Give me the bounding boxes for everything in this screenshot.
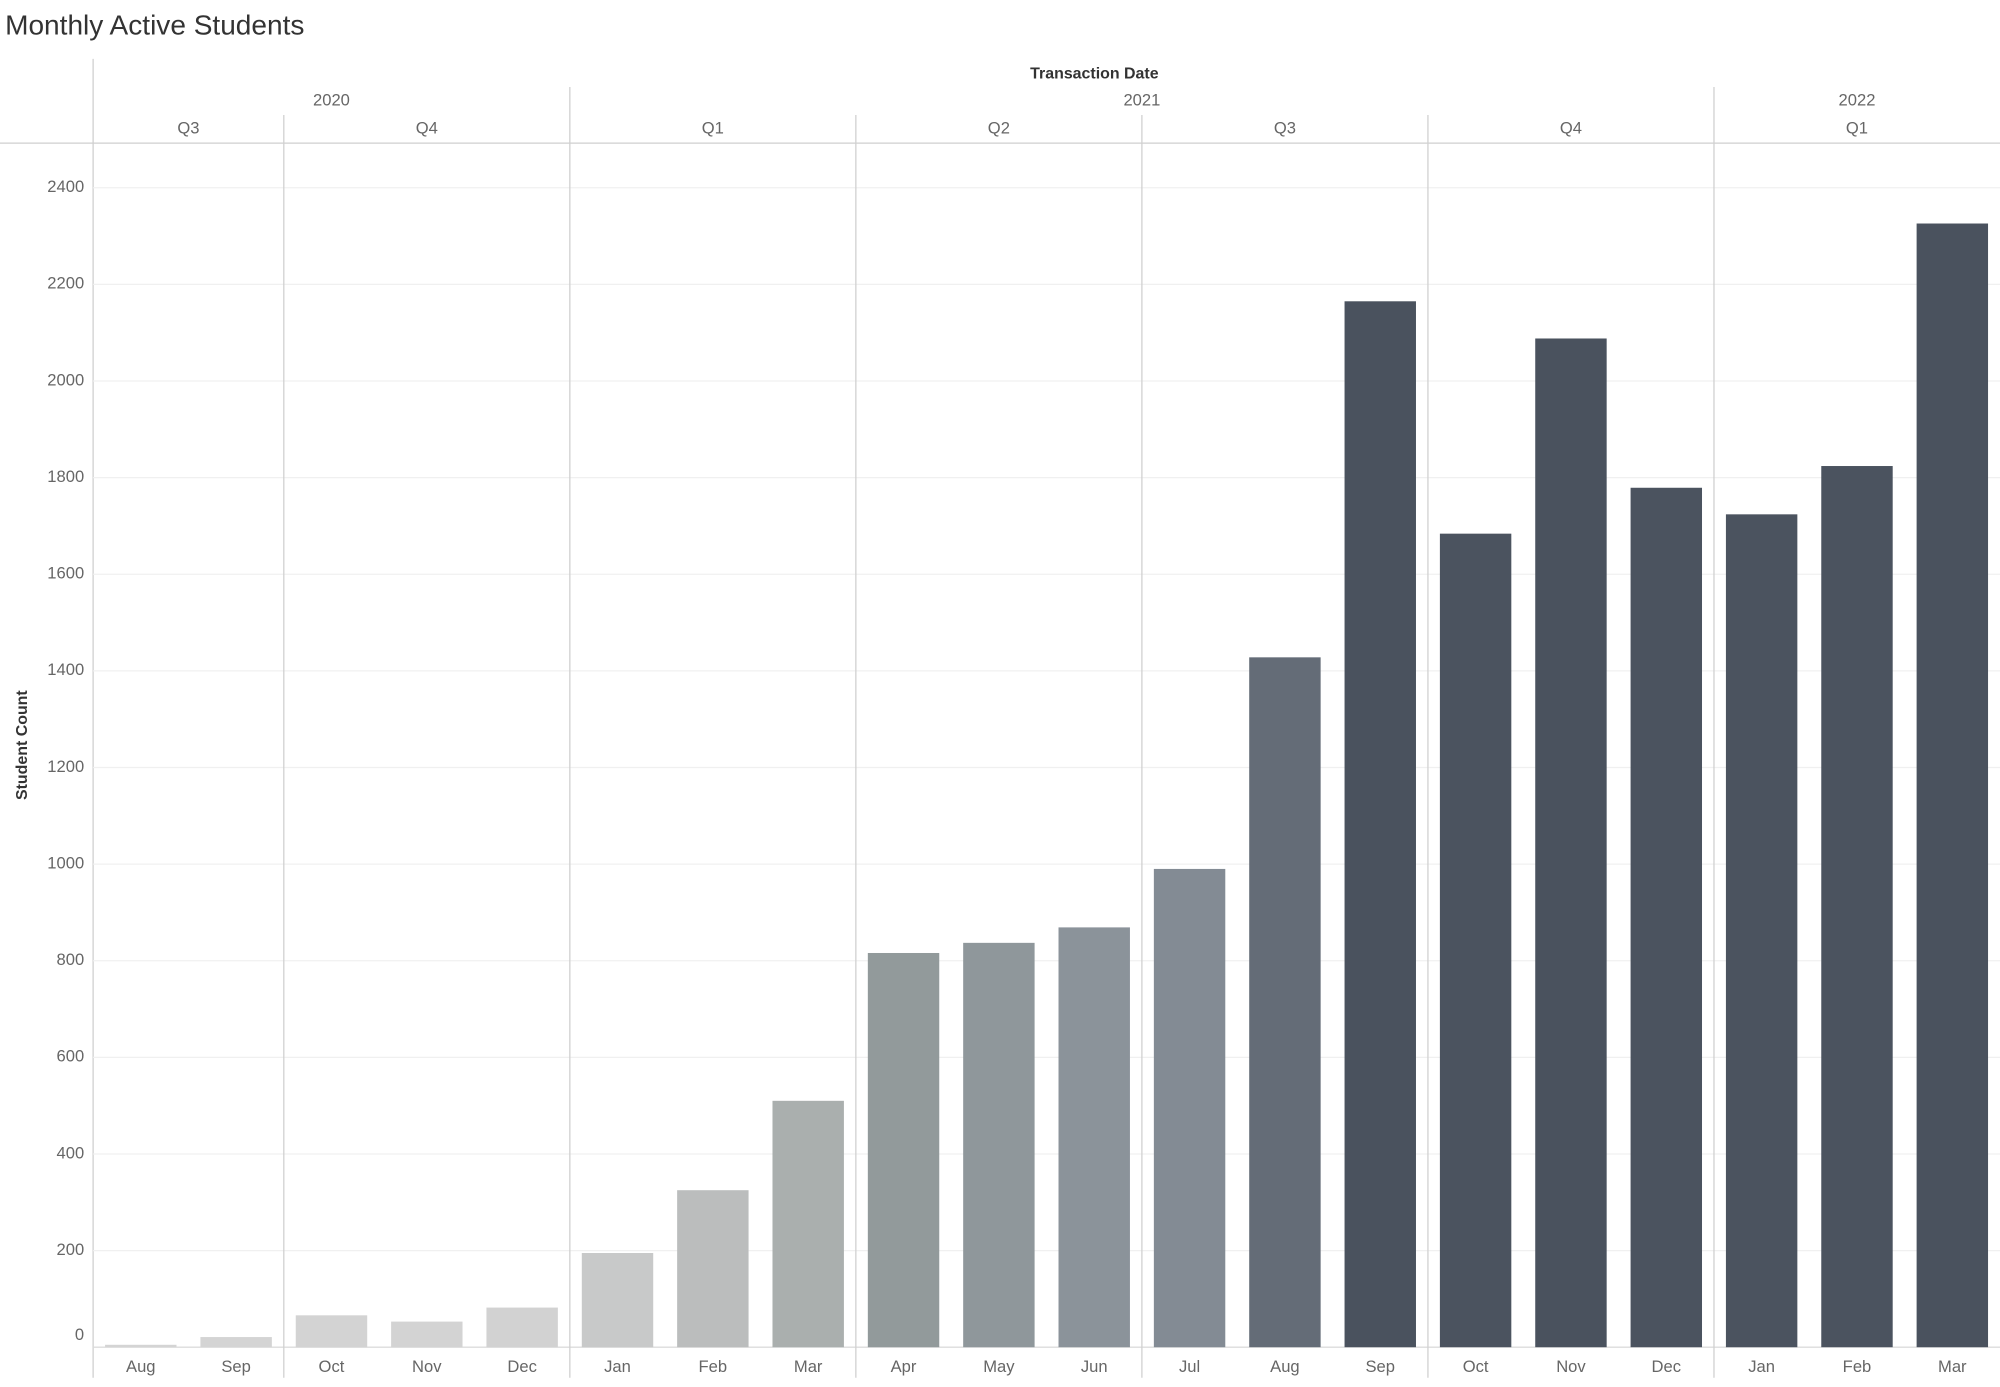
y-tick-label: 1000: [47, 853, 84, 872]
x-tick-label: Dec: [507, 1357, 536, 1376]
bar: [105, 1344, 177, 1348]
x-tick-label: Nov: [412, 1357, 442, 1376]
bar: [1725, 514, 1798, 1348]
bar: [772, 1100, 844, 1348]
y-tick-label: 200: [57, 1240, 85, 1259]
bar: [295, 1315, 368, 1348]
y-tick-label: 600: [57, 1047, 85, 1066]
bar: [1153, 868, 1226, 1348]
x-tick-label: May: [983, 1357, 1015, 1376]
x-tick-label: Feb: [699, 1357, 728, 1376]
quarter-label: Q3: [1274, 118, 1296, 137]
x-tick-label: Jun: [1081, 1357, 1108, 1376]
year-label: 2022: [1839, 90, 1876, 109]
x-tick-label: Jan: [604, 1357, 631, 1376]
quarter-label: Q1: [1846, 118, 1868, 137]
y-tick-label: 400: [57, 1143, 85, 1162]
x-tick-label: Apr: [891, 1357, 917, 1376]
y-tick-label: 1200: [47, 757, 84, 776]
year-label: 2021: [1123, 90, 1160, 109]
bar: [1916, 223, 1989, 1348]
y-tick-label: 2000: [47, 370, 84, 389]
x-tick-label: Oct: [319, 1357, 345, 1376]
x-tick-label: Dec: [1652, 1357, 1681, 1376]
quarter-label: Q3: [177, 118, 199, 137]
bar: [867, 952, 940, 1348]
bar: [1630, 487, 1703, 1348]
x-tick-label: Sep: [221, 1357, 251, 1376]
x-tick-label: Sep: [1366, 1357, 1396, 1376]
y-tick-label: 1800: [47, 467, 84, 486]
bar: [963, 942, 1035, 1348]
x-tick-label: Aug: [1270, 1357, 1299, 1376]
bar: [486, 1307, 558, 1348]
bar: [1439, 533, 1512, 1348]
x-tick-label: Mar: [1938, 1357, 1967, 1376]
quarter-label: Q4: [1560, 118, 1582, 137]
bar: [1249, 657, 1321, 1348]
x-tick-label: Jan: [1748, 1357, 1775, 1376]
quarter-label: Q4: [416, 118, 438, 137]
year-label: 2020: [313, 90, 350, 109]
bar: [1821, 466, 1893, 1348]
y-tick-label: 2400: [47, 177, 84, 196]
x-tick-label: Jul: [1179, 1357, 1200, 1376]
bar: [677, 1190, 749, 1348]
y-tick-label: 0: [75, 1325, 84, 1344]
y-tick-label: 1400: [47, 660, 84, 679]
x-tick-label: Oct: [1463, 1357, 1489, 1376]
quarter-label: Q2: [988, 118, 1010, 137]
x-tick-label: Nov: [1556, 1357, 1586, 1376]
y-axis-title: Student Count: [14, 690, 31, 800]
y-tick-label: 2200: [47, 274, 84, 293]
y-tick-label: 1600: [47, 564, 84, 583]
y-tick-label: 800: [57, 950, 85, 969]
bar: [200, 1337, 272, 1348]
bar: [1535, 338, 1607, 1348]
quarter-label: Q1: [702, 118, 724, 137]
x-tick-label: Mar: [794, 1357, 823, 1376]
bar: [1344, 301, 1416, 1348]
bar: [391, 1321, 463, 1348]
chart-title: Monthly Active Students: [5, 9, 304, 40]
x-header: Transaction Date: [1030, 65, 1159, 82]
x-tick-label: Feb: [1843, 1357, 1872, 1376]
bar: [581, 1252, 654, 1348]
bar: [1058, 927, 1130, 1348]
x-tick-label: Aug: [126, 1357, 156, 1376]
